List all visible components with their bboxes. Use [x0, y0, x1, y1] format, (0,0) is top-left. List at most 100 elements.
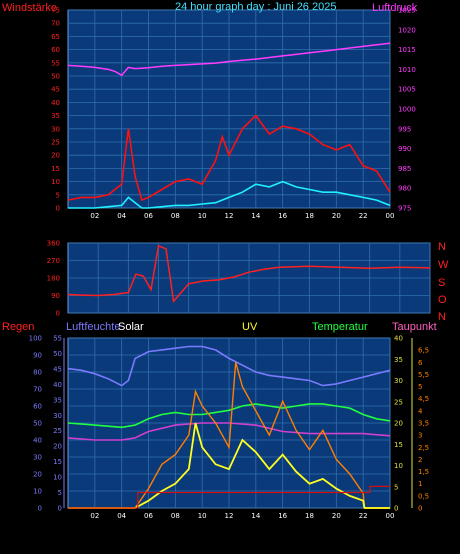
pressure-ytick: 985 — [398, 165, 411, 173]
compass-n-bottom: N — [438, 311, 446, 323]
rain-ytick: 50 — [33, 420, 42, 428]
wind-ytick: 0 — [56, 205, 60, 213]
wind-ytick: 15 — [51, 165, 60, 173]
temperature-ytick: 35 — [394, 356, 403, 364]
temperature-ytick: 20 — [394, 420, 403, 428]
humidity-ytick: 50 — [53, 350, 62, 358]
temperature-ytick: 10 — [394, 462, 403, 470]
direction-ytick: 180 — [47, 275, 60, 283]
humidity-ytick: 15 — [53, 458, 62, 466]
wind-pressure-series — [67, 42, 391, 209]
wind-xtick: 08 — [171, 212, 180, 220]
pressure-line — [67, 42, 391, 77]
weather-series — [67, 345, 391, 509]
uv-ytick: 2,5 — [418, 444, 429, 452]
humidity-ytick: 55 — [53, 335, 62, 343]
temperature-ytick: 25 — [394, 398, 403, 406]
wind-xtick: 06 — [144, 212, 153, 220]
weather-xtick: 00 — [386, 512, 395, 520]
wind-gust-line — [67, 114, 391, 202]
wind-xtick: 12 — [225, 212, 234, 220]
temperature-ytick: 15 — [394, 441, 403, 449]
wind-ytick: 65 — [51, 33, 60, 41]
wind-average-line — [68, 180, 391, 209]
wind-xtick: 02 — [90, 212, 99, 220]
wind-pressure-ticks: 0510152025303540455055606570759759809859… — [51, 7, 416, 221]
luftdruck-label: Luftdruck — [372, 2, 418, 14]
wind-ytick: 20 — [51, 152, 60, 160]
temperature-ytick: 5 — [394, 483, 398, 491]
wind-ytick: 40 — [51, 99, 60, 107]
wind-xtick: 10 — [198, 212, 207, 220]
wind-pressure-grid — [68, 9, 391, 209]
uv-ytick: 3,5 — [418, 420, 429, 428]
uv-ytick: 3 — [418, 432, 422, 440]
windstaerke-label: Windstärke — [2, 2, 57, 14]
wind-xtick: 20 — [332, 212, 341, 220]
direction-ytick: 360 — [47, 240, 60, 248]
uv-ytick: 6,5 — [418, 347, 429, 355]
humidity-line — [67, 345, 391, 387]
taupunkt-label: Taupunkt — [392, 321, 437, 333]
direction-ytick: 0 — [56, 310, 60, 318]
compass-w: W — [438, 259, 449, 271]
weather-xtick: 10 — [198, 512, 207, 520]
uv-ytick: 0 — [418, 505, 422, 513]
wind-ytick: 75 — [51, 7, 60, 15]
compass-o: O — [438, 294, 447, 306]
rain-ytick: 90 — [33, 352, 42, 360]
wind-xtick: 18 — [305, 212, 314, 220]
temperature-ytick: 40 — [394, 335, 403, 343]
pressure-ytick: 990 — [398, 145, 411, 153]
chart-title: 24 hour graph day : Juni 26 2025 — [175, 1, 336, 13]
uv-ytick: 4 — [418, 407, 423, 415]
wind-ytick: 35 — [51, 112, 60, 120]
rain-line — [68, 485, 390, 509]
rain-ytick: 40 — [33, 437, 42, 445]
weather-xtick: 22 — [359, 512, 368, 520]
weather-xtick: 18 — [305, 512, 314, 520]
wind-direction-series — [67, 244, 431, 304]
pressure-ytick: 1015 — [398, 46, 416, 54]
luftfeuchte-label: Luftfeuchte — [66, 321, 120, 333]
wind-xtick: 04 — [117, 212, 126, 220]
rain-ytick: 0 — [38, 505, 42, 513]
rain-ytick: 60 — [33, 403, 42, 411]
humidity-ytick: 25 — [53, 427, 62, 435]
rain-ytick: 70 — [33, 386, 42, 394]
pressure-ytick: 1005 — [398, 86, 416, 94]
uv-ytick: 5,5 — [418, 371, 429, 379]
humidity-ytick: 35 — [53, 396, 62, 404]
pressure-ytick: 1025 — [398, 7, 416, 15]
uv-label: UV — [242, 321, 258, 333]
weather-xtick: 16 — [278, 512, 287, 520]
rain-ytick: 30 — [33, 454, 42, 462]
compass-n-top: N — [438, 241, 446, 253]
solar-label: Solar — [118, 321, 144, 333]
humidity-ytick: 10 — [53, 474, 62, 482]
direction-ytick: 270 — [47, 257, 60, 265]
compass-s: S — [438, 277, 445, 289]
pressure-ytick: 975 — [398, 205, 411, 213]
solar-line — [68, 362, 390, 509]
humidity-ytick: 30 — [53, 412, 62, 420]
wind-direction-grid — [68, 242, 431, 314]
uv-ytick: 4,5 — [418, 395, 429, 403]
wind-xtick: 00 — [386, 212, 395, 220]
wind-xtick: 22 — [359, 212, 368, 220]
humidity-ytick: 5 — [58, 489, 62, 497]
humidity-ytick: 45 — [53, 365, 62, 373]
weather-xtick: 08 — [171, 512, 180, 520]
wind-ytick: 10 — [51, 178, 60, 186]
wind-ytick: 55 — [51, 59, 60, 67]
humidity-ytick: 40 — [53, 381, 62, 389]
wind-pressure-panel: 0510152025303540455055606570759759809859… — [51, 7, 416, 221]
rain-ytick: 20 — [33, 471, 42, 479]
rain-ytick: 100 — [29, 335, 42, 343]
weather-xtick: 04 — [117, 512, 126, 520]
uv-ytick: 5 — [418, 383, 422, 391]
regen-label: Regen — [2, 321, 34, 333]
wind-xtick: 14 — [251, 212, 260, 220]
uv-ytick: 6 — [418, 359, 423, 367]
